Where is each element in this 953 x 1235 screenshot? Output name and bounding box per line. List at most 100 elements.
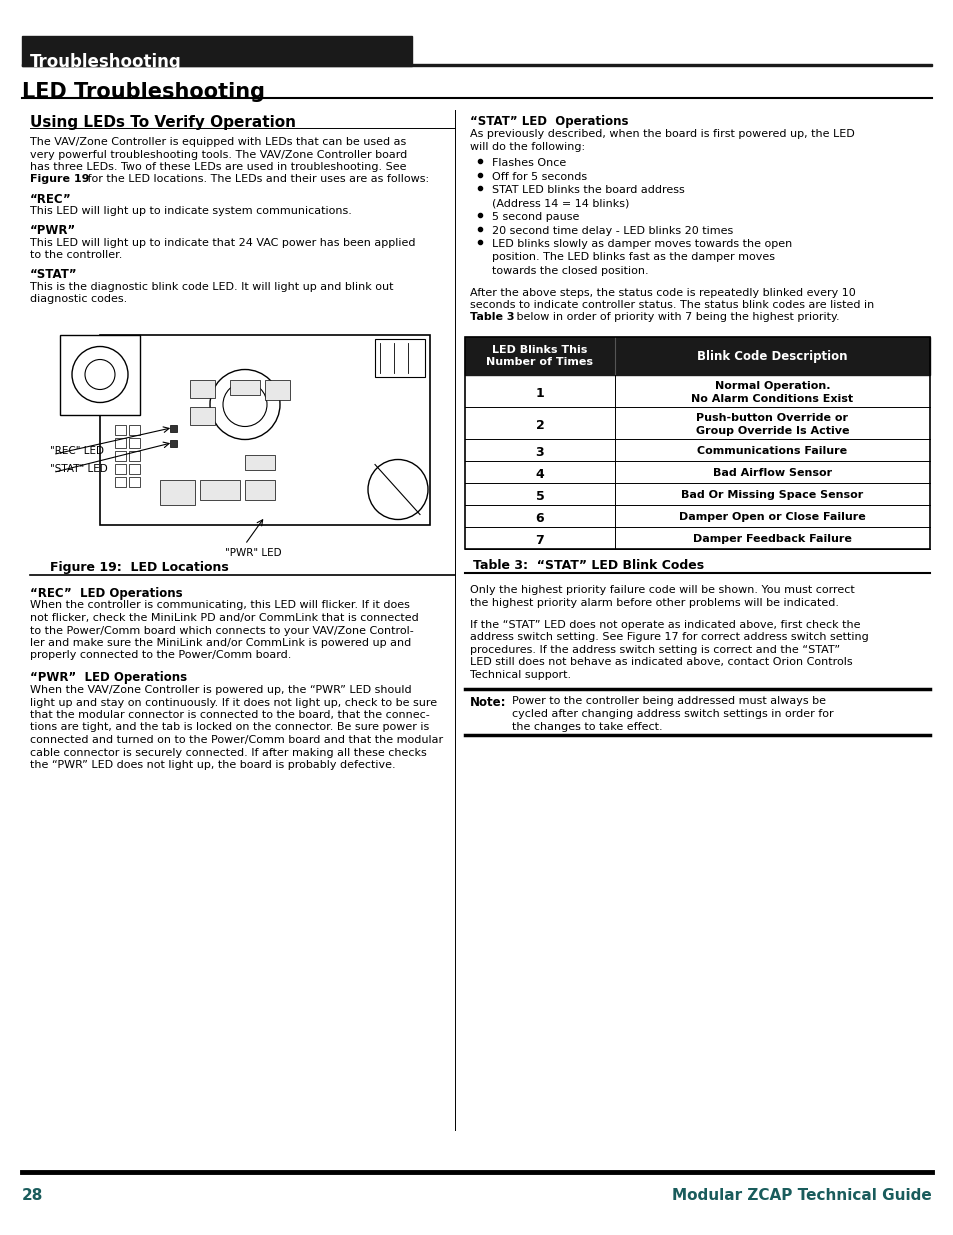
Text: Figure 19: Figure 19: [30, 174, 90, 184]
Text: Communications Failure: Communications Failure: [697, 446, 846, 456]
Text: has three LEDs. Two of these LEDs are used in troubleshooting. See: has three LEDs. Two of these LEDs are us…: [30, 162, 406, 172]
Bar: [464, 505, 929, 527]
Text: 7: 7: [535, 534, 544, 547]
Text: 1: 1: [535, 387, 544, 400]
Bar: [190, 379, 214, 398]
Text: As previously described, when the board is first powered up, the LED: As previously described, when the board …: [470, 128, 854, 140]
Text: 5 second pause: 5 second pause: [492, 212, 578, 222]
Text: Table 3: Table 3: [470, 312, 514, 322]
Bar: [464, 375, 929, 408]
Bar: [464, 461, 929, 483]
Text: No Alarm Conditions Exist: No Alarm Conditions Exist: [691, 394, 853, 404]
Text: seconds to indicate controller status. The status blink codes are listed in: seconds to indicate controller status. T…: [470, 300, 873, 310]
Text: "PWR" LED: "PWR" LED: [225, 547, 281, 557]
Text: Troubleshooting: Troubleshooting: [30, 53, 182, 70]
Text: not flicker, check the MiniLink PD and/or CommLink that is connected: not flicker, check the MiniLink PD and/o…: [30, 613, 418, 622]
Text: Power to the controller being addressed must always be: Power to the controller being addressed …: [512, 697, 825, 706]
Text: Figure 19:  LED Locations: Figure 19: LED Locations: [50, 562, 229, 574]
Text: “PWR”: “PWR”: [30, 225, 76, 237]
Text: to the Power/Comm board which connects to your VAV/Zone Control-: to the Power/Comm board which connects t…: [30, 625, 414, 636]
Text: "STAT" LED: "STAT" LED: [50, 464, 108, 474]
Text: “REC”: “REC”: [30, 193, 71, 206]
Text: This LED will light up to indicate that 24 VAC power has been applied: This LED will light up to indicate that …: [30, 237, 416, 247]
Text: Push-button Override or: Push-button Override or: [696, 412, 847, 424]
Text: (Address 14 = 14 blinks): (Address 14 = 14 blinks): [492, 199, 629, 209]
Bar: [129, 463, 140, 473]
Bar: [115, 451, 126, 461]
Bar: [22, 64, 931, 65]
Bar: [170, 425, 177, 431]
Text: Bad Airflow Sensor: Bad Airflow Sensor: [712, 468, 831, 478]
Text: LED blinks slowly as damper moves towards the open: LED blinks slowly as damper moves toward…: [492, 240, 791, 249]
Text: cycled after changing address switch settings in order for: cycled after changing address switch set…: [512, 709, 833, 719]
Text: 28: 28: [22, 1188, 43, 1203]
Text: The VAV/Zone Controller is equipped with LEDs that can be used as: The VAV/Zone Controller is equipped with…: [30, 137, 406, 147]
Text: the “PWR” LED does not light up, the board is probably defective.: the “PWR” LED does not light up, the boa…: [30, 760, 395, 769]
Text: below in order of priority with 7 being the highest priority.: below in order of priority with 7 being …: [513, 312, 839, 322]
Text: position. The LED blinks fast as the damper moves: position. The LED blinks fast as the dam…: [492, 252, 774, 263]
Text: 5: 5: [535, 490, 544, 503]
Bar: [245, 454, 274, 469]
Bar: [464, 337, 929, 375]
Text: the changes to take effect.: the changes to take effect.: [512, 721, 662, 731]
Text: towards the closed position.: towards the closed position.: [492, 266, 648, 275]
Text: properly connected to the Power/Comm board.: properly connected to the Power/Comm boa…: [30, 651, 291, 661]
Text: When the controller is communicating, this LED will flicker. If it does: When the controller is communicating, th…: [30, 600, 410, 610]
Text: Flashes Once: Flashes Once: [492, 158, 566, 168]
Bar: [115, 437, 126, 447]
Text: “STAT” LED  Operations: “STAT” LED Operations: [470, 115, 628, 128]
Text: Only the highest priority failure code will be shown. You must correct: Only the highest priority failure code w…: [470, 585, 854, 595]
Bar: [464, 527, 929, 550]
Text: “PWR”  LED Operations: “PWR” LED Operations: [30, 671, 187, 684]
Text: Normal Operation.: Normal Operation.: [714, 382, 829, 391]
Bar: [60, 335, 140, 415]
Text: Using LEDs To Verify Operation: Using LEDs To Verify Operation: [30, 115, 295, 130]
Text: If the “STAT” LED does not operate as indicated above, first check the: If the “STAT” LED does not operate as in…: [470, 620, 860, 630]
Text: very powerful troubleshooting tools. The VAV/Zone Controller board: very powerful troubleshooting tools. The…: [30, 149, 407, 159]
Bar: [115, 463, 126, 473]
Text: Note:: Note:: [470, 697, 506, 709]
Text: 6: 6: [536, 513, 544, 525]
Bar: [464, 483, 929, 505]
Text: “STAT”: “STAT”: [30, 268, 77, 282]
Text: for the LED locations. The LEDs and their uses are as follows:: for the LED locations. The LEDs and thei…: [84, 174, 429, 184]
Text: 4: 4: [535, 468, 544, 480]
Text: Modular ZCAP Technical Guide: Modular ZCAP Technical Guide: [672, 1188, 931, 1203]
Text: Technical support.: Technical support.: [470, 671, 571, 680]
Text: cable connector is securely connected. If after making all these checks: cable connector is securely connected. I…: [30, 747, 426, 757]
Bar: [55, 325, 439, 540]
Bar: [200, 479, 240, 499]
Text: STAT LED blinks the board address: STAT LED blinks the board address: [492, 185, 684, 195]
Text: Damper Open or Close Failure: Damper Open or Close Failure: [679, 513, 865, 522]
Text: After the above steps, the status code is repeatedly blinked every 10: After the above steps, the status code i…: [470, 288, 855, 298]
Bar: [115, 425, 126, 435]
Text: connected and turned on to the Power/Comm board and that the modular: connected and turned on to the Power/Com…: [30, 735, 442, 745]
Text: This LED will light up to indicate system communications.: This LED will light up to indicate syste…: [30, 206, 352, 216]
Bar: [160, 479, 194, 505]
Bar: [129, 477, 140, 487]
Text: that the modular connector is connected to the board, that the connec-: that the modular connector is connected …: [30, 710, 429, 720]
Text: ler and make sure the MiniLink and/or CommLink is powered up and: ler and make sure the MiniLink and/or Co…: [30, 638, 411, 648]
Text: LED still does not behave as indicated above, contact Orion Controls: LED still does not behave as indicated a…: [470, 657, 852, 667]
Bar: [129, 451, 140, 461]
Text: Table 3:  “STAT” LED Blink Codes: Table 3: “STAT” LED Blink Codes: [473, 559, 703, 572]
Bar: [464, 408, 929, 438]
Bar: [265, 379, 290, 399]
Bar: [22, 36, 412, 65]
Bar: [190, 406, 214, 425]
Text: “REC”  LED Operations: “REC” LED Operations: [30, 587, 182, 599]
Bar: [170, 440, 177, 447]
Text: to the controller.: to the controller.: [30, 249, 122, 261]
Text: address switch setting. See Figure 17 for correct address switch setting: address switch setting. See Figure 17 fo…: [470, 632, 868, 642]
Bar: [245, 479, 274, 499]
Text: "REC" LED: "REC" LED: [50, 447, 104, 457]
Text: the highest priority alarm before other problems will be indicated.: the highest priority alarm before other …: [470, 598, 838, 608]
Text: 3: 3: [536, 446, 544, 459]
Text: tions are tight, and the tab is locked on the connector. Be sure power is: tions are tight, and the tab is locked o…: [30, 722, 429, 732]
Bar: [464, 438, 929, 461]
Text: procedures. If the address switch setting is correct and the “STAT”: procedures. If the address switch settin…: [470, 645, 840, 655]
Text: will do the following:: will do the following:: [470, 142, 584, 152]
Text: LED Troubleshooting: LED Troubleshooting: [22, 82, 265, 103]
Text: LED Blinks This
Number of Times: LED Blinks This Number of Times: [486, 345, 593, 367]
Text: Group Override Is Active: Group Override Is Active: [695, 426, 848, 436]
